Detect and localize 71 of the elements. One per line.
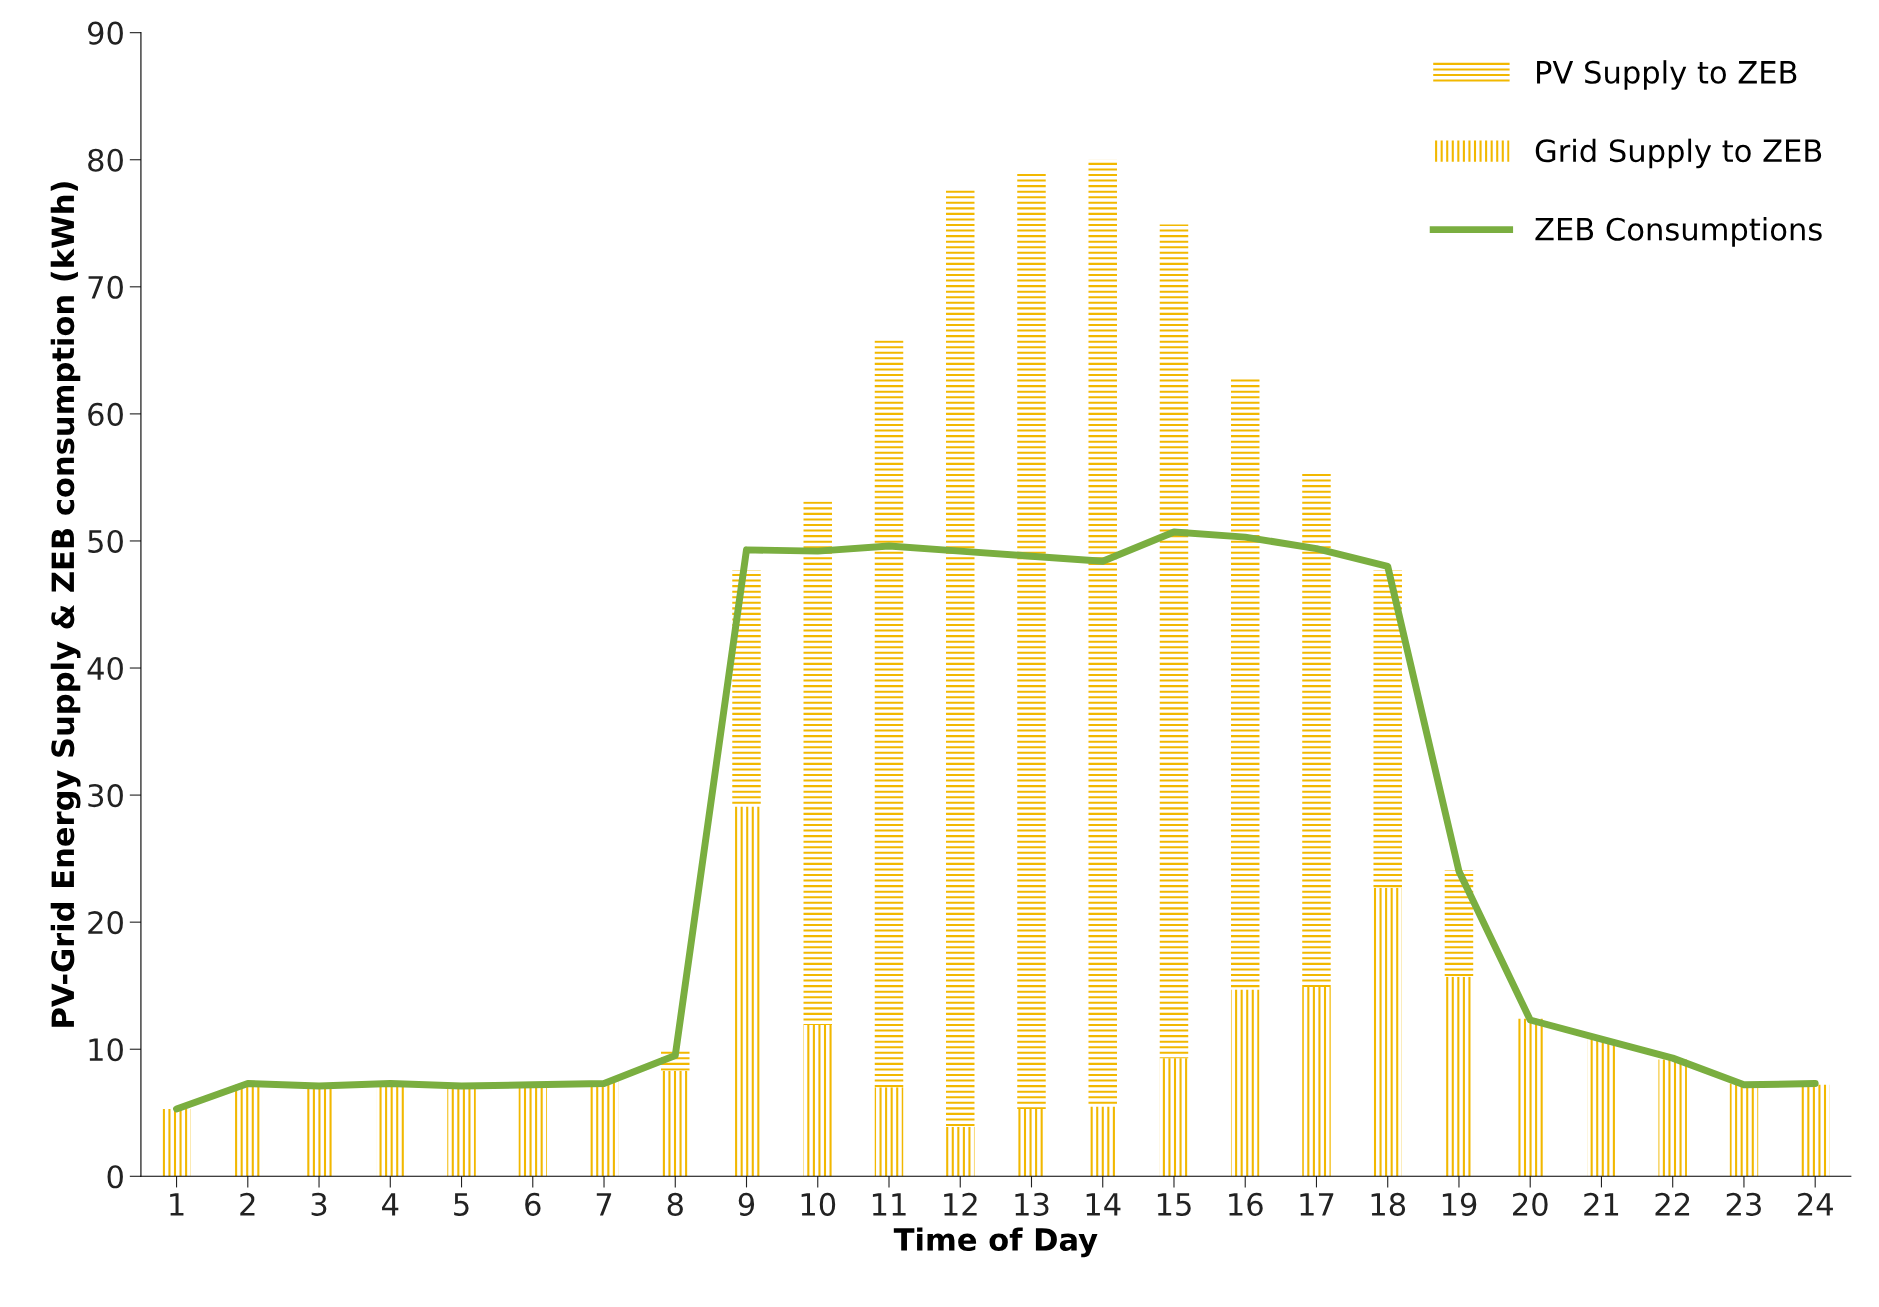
bar — [1800, 1084, 1830, 1177]
bar — [1017, 171, 1046, 1109]
bar — [1587, 1039, 1616, 1177]
x-tick-label: 15 — [1157, 1193, 1191, 1216]
x-tick-label: 5 — [454, 1193, 469, 1216]
x-tick-label: 4 — [382, 1193, 399, 1216]
bar — [1444, 870, 1474, 977]
bar — [1088, 159, 1117, 1107]
y-tick-label: 80 — [88, 148, 123, 172]
bar — [946, 188, 975, 1127]
bar — [1729, 1083, 1759, 1177]
x-tick-label: 22 — [1655, 1192, 1690, 1216]
x-tick-label: 12 — [944, 1192, 977, 1216]
x-tick-label: 8 — [667, 1192, 683, 1216]
x-tick-label: 16 — [1229, 1192, 1263, 1216]
y-tick-label: 40 — [87, 656, 123, 681]
y-tick-label: 60 — [88, 402, 123, 426]
bar — [946, 1126, 975, 1177]
bar — [1230, 378, 1260, 990]
bar — [874, 1087, 904, 1177]
y-tick-label: 30 — [88, 784, 123, 808]
bar — [661, 1070, 690, 1177]
bar — [732, 806, 761, 1177]
bar — [803, 1025, 833, 1177]
bar — [732, 570, 761, 807]
x-tick-label: 17 — [1300, 1193, 1334, 1216]
x-tick-label: 20 — [1513, 1192, 1548, 1216]
bar — [1373, 570, 1402, 888]
y-axis-title: PV-Grid Energy Supply & ZEB consumption (kWh) — [50, 182, 81, 1027]
bar — [1515, 1018, 1545, 1177]
bar — [1302, 986, 1331, 1177]
y-tick-label: 90 — [87, 21, 123, 45]
x-tick-label: 11 — [872, 1193, 906, 1216]
legend-label: PV Supply to ZEB — [1537, 60, 1797, 90]
x-tick-label: 9 — [738, 1192, 755, 1216]
legend-label: ZEB Consumptions — [1535, 217, 1822, 247]
bar — [874, 340, 904, 1088]
bar — [233, 1084, 263, 1177]
bar — [1658, 1059, 1687, 1177]
x-tick-label: 1 — [170, 1193, 184, 1216]
bar — [589, 1081, 619, 1177]
x-axis-title: Time of Day — [893, 1227, 1098, 1258]
bar — [1159, 1058, 1189, 1177]
legend-label: Grid Supply to ZEB — [1535, 138, 1822, 169]
bar — [162, 1108, 191, 1177]
y-tick-label: 0 — [107, 1165, 123, 1189]
x-tick-label: 13 — [1015, 1192, 1049, 1216]
x-tick-label: 21 — [1584, 1192, 1619, 1216]
x-tick-label: 10 — [801, 1192, 836, 1216]
x-tick-label: 6 — [525, 1192, 541, 1216]
y-tick-label: 50 — [88, 529, 123, 553]
bar — [1159, 224, 1189, 1059]
x-tick-label: 18 — [1371, 1192, 1406, 1216]
x-tick-label: 24 — [1797, 1192, 1833, 1216]
bar — [1230, 989, 1260, 1177]
x-tick-label: 23 — [1726, 1192, 1761, 1216]
bar — [803, 501, 833, 1026]
x-tick-label: 2 — [240, 1192, 255, 1216]
y-tick-label: 20 — [88, 911, 123, 935]
bar — [1302, 473, 1331, 987]
x-tick-label: 3 — [311, 1192, 327, 1216]
bar — [1088, 1106, 1117, 1177]
y-tick-label: 70 — [88, 275, 123, 299]
bar — [1373, 887, 1402, 1177]
bar — [376, 1084, 405, 1177]
x-tick-label: 7 — [596, 1193, 612, 1216]
x-tick-label: 14 — [1086, 1193, 1121, 1216]
x-tick-label: 19 — [1442, 1192, 1477, 1216]
bar — [1017, 1108, 1046, 1177]
y-tick-label: 10 — [89, 1038, 123, 1062]
bar — [1444, 976, 1474, 1177]
